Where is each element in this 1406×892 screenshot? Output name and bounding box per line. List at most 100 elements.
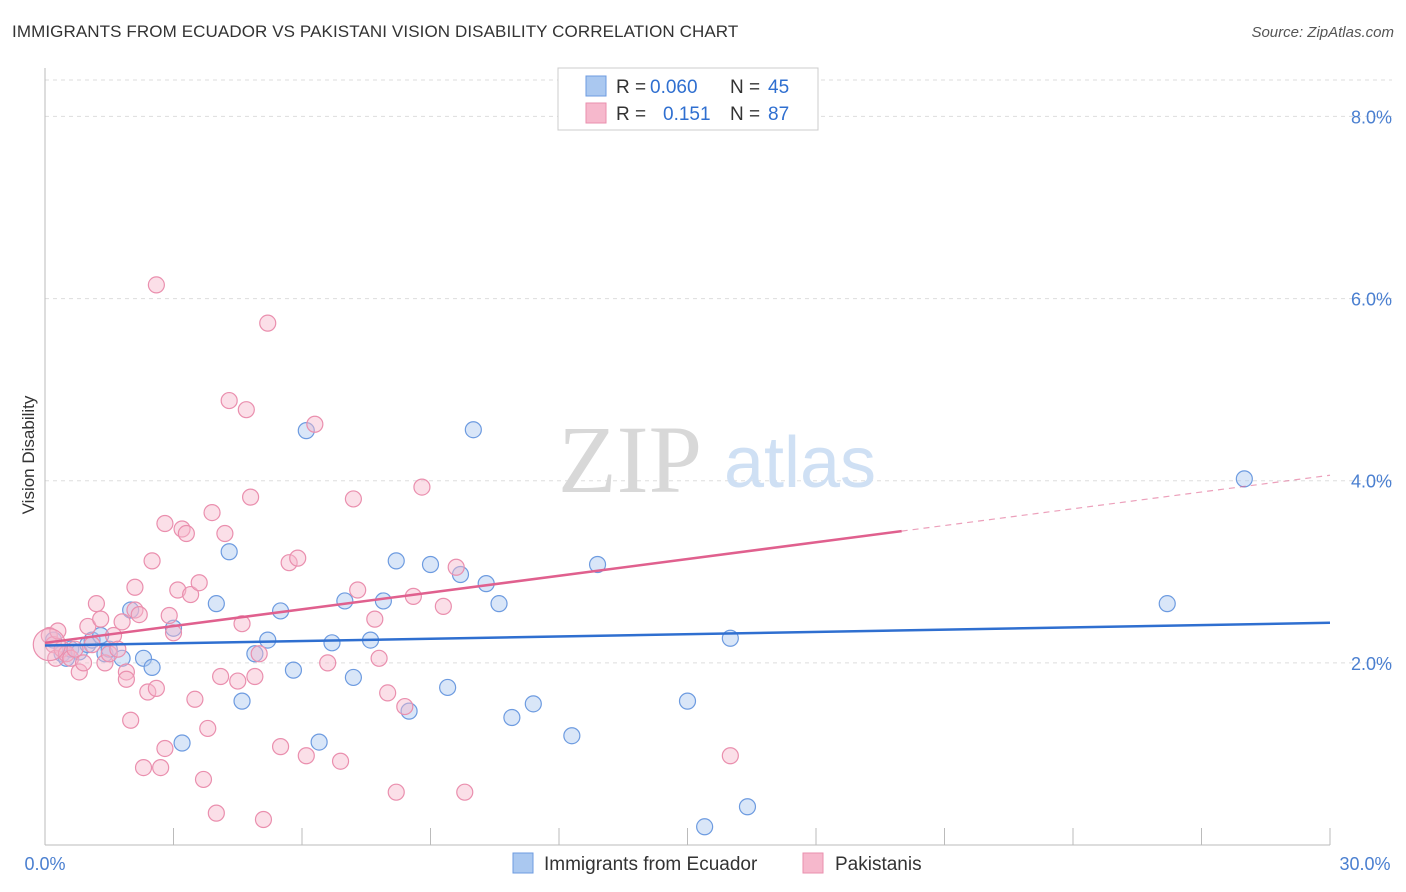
- point-pakistani-20: [117, 670, 135, 688]
- bottom-legend-swatch-ecuador: [512, 852, 534, 874]
- point-pakistani-47: [220, 391, 238, 410]
- point-pakistani-75: [721, 747, 739, 765]
- point-pakistani-32: [156, 739, 174, 758]
- bottom-legend-swatch-pakistani: [802, 852, 824, 874]
- trend-line-ecuador: [44, 621, 1331, 647]
- point-pakistani-30: [152, 758, 170, 777]
- legend-n-label-ecuador: N =: [730, 77, 760, 98]
- point-ecuador-29: [374, 592, 392, 610]
- point-pakistani-15: [100, 645, 118, 663]
- point-ecuador-23: [297, 422, 315, 440]
- point-pakistani-28: [147, 276, 165, 294]
- point-pakistani-74: [456, 783, 474, 801]
- point-ecuador-18: [233, 692, 251, 710]
- point-pakistani-62: [331, 752, 350, 770]
- legend-swatch-pakistani: [585, 102, 607, 124]
- point-pakistani-39: [186, 690, 204, 708]
- point-pakistani-57: [280, 554, 298, 572]
- point-ecuador-16: [207, 595, 225, 613]
- legend-r-label-ecuador: R =: [616, 77, 646, 98]
- point-pakistani-43: [203, 503, 221, 522]
- point-ecuador-20: [259, 631, 277, 649]
- point-pakistani-14: [96, 654, 114, 672]
- point-pakistani-66: [370, 649, 388, 667]
- x-tick-label-min: 0.0%: [24, 854, 65, 874]
- point-pakistani-60: [306, 415, 324, 433]
- point-ecuador-25: [323, 634, 341, 652]
- point-ecuador-32: [421, 555, 440, 574]
- point-ecuador-26: [336, 592, 354, 610]
- series-legend: Immigrants from Ecuador Pakistanis: [512, 852, 922, 875]
- point-pakistani-26: [139, 683, 157, 701]
- point-pakistani-12: [87, 595, 106, 613]
- point-pakistani-29: [147, 679, 165, 697]
- point-pakistani-27: [143, 552, 161, 570]
- point-ecuador-11: [122, 601, 140, 619]
- point-ecuador-41: [588, 555, 607, 574]
- point-pakistani-65: [366, 610, 384, 628]
- point-pakistani-64: [349, 581, 367, 599]
- legend-r-label-pakistani: R =: [616, 104, 646, 125]
- legend-swatch-ecuador: [585, 75, 607, 97]
- point-pakistani-46: [216, 524, 234, 543]
- chart-title: IMMIGRANTS FROM ECUADOR VS PAKISTANI VIS…: [12, 22, 739, 41]
- point-ecuador-13: [143, 658, 161, 677]
- point-pakistani-67: [379, 684, 397, 702]
- point-ecuador-33: [439, 678, 457, 697]
- legend-n-value-ecuador: 45: [768, 77, 789, 98]
- point-pakistani-40: [190, 574, 208, 592]
- point-pakistani-21: [122, 711, 140, 729]
- point-pakistani-23: [126, 578, 144, 596]
- trend-line-ext-pakistani: [901, 474, 1331, 532]
- point-pakistani-51: [242, 488, 260, 506]
- point-ecuador-35: [464, 421, 482, 439]
- point-ecuador-39: [524, 695, 542, 713]
- point-ecuador-37: [490, 595, 508, 613]
- point-ecuador-40: [563, 727, 581, 745]
- point-pakistani-34: [164, 624, 183, 642]
- y-tick-label-4: 4.0%: [1351, 472, 1392, 492]
- point-pakistani-18: [113, 613, 131, 631]
- point-ecuador-15: [173, 734, 191, 752]
- point-pakistani-33: [160, 606, 178, 625]
- point-pakistani-6: [62, 649, 80, 667]
- stats-legend: R = 0.060 N = 45 R = 0.151 N = 87: [557, 67, 819, 131]
- y-axis-title: Vision Disability: [19, 395, 38, 514]
- data-points: [32, 276, 1253, 836]
- point-pakistani-8: [70, 663, 88, 681]
- point-ecuador-30: [387, 552, 405, 570]
- point-pakistani-10: [79, 617, 97, 636]
- point-ecuador-42: [678, 692, 697, 710]
- point-ecuador-47: [1235, 470, 1253, 488]
- point-pakistani-68: [387, 783, 405, 801]
- point-pakistani-53: [250, 645, 268, 663]
- source-label: Source: ZipAtlas.com: [1251, 24, 1394, 41]
- watermark-atlas: atlas: [724, 423, 876, 503]
- point-ecuador-19: [246, 645, 264, 663]
- legend-n-value-pakistani: 87: [768, 104, 789, 125]
- point-pakistani-63: [344, 490, 362, 508]
- point-ecuador-45: [738, 798, 757, 816]
- tick-labels: 2.0% 4.0% 6.0% 8.0% 0.0% 30.0%: [24, 107, 1392, 874]
- point-pakistani-35: [169, 581, 187, 599]
- y-tick-label-8: 8.0%: [1351, 107, 1392, 127]
- point-pakistani-56: [271, 738, 290, 756]
- point-ecuador-22: [284, 661, 303, 679]
- point-ecuador-38: [503, 708, 521, 727]
- point-pakistani-19: [117, 663, 135, 681]
- point-ecuador-43: [696, 818, 714, 836]
- point-pakistani-52: [246, 667, 264, 686]
- point-pakistani-9: [74, 654, 93, 672]
- y-tick-label-6: 6.0%: [1351, 290, 1392, 310]
- point-ecuador-10: [113, 649, 131, 667]
- legend-n-label-pakistani: N =: [730, 104, 760, 125]
- point-pakistani-69: [396, 697, 414, 716]
- point-pakistani-49: [233, 615, 251, 633]
- point-pakistani-59: [297, 747, 315, 765]
- point-pakistani-31: [156, 514, 174, 533]
- axes: [44, 68, 1331, 846]
- point-pakistani-41: [194, 770, 213, 789]
- point-pakistani-42: [199, 719, 217, 738]
- point-pakistani-50: [237, 401, 255, 419]
